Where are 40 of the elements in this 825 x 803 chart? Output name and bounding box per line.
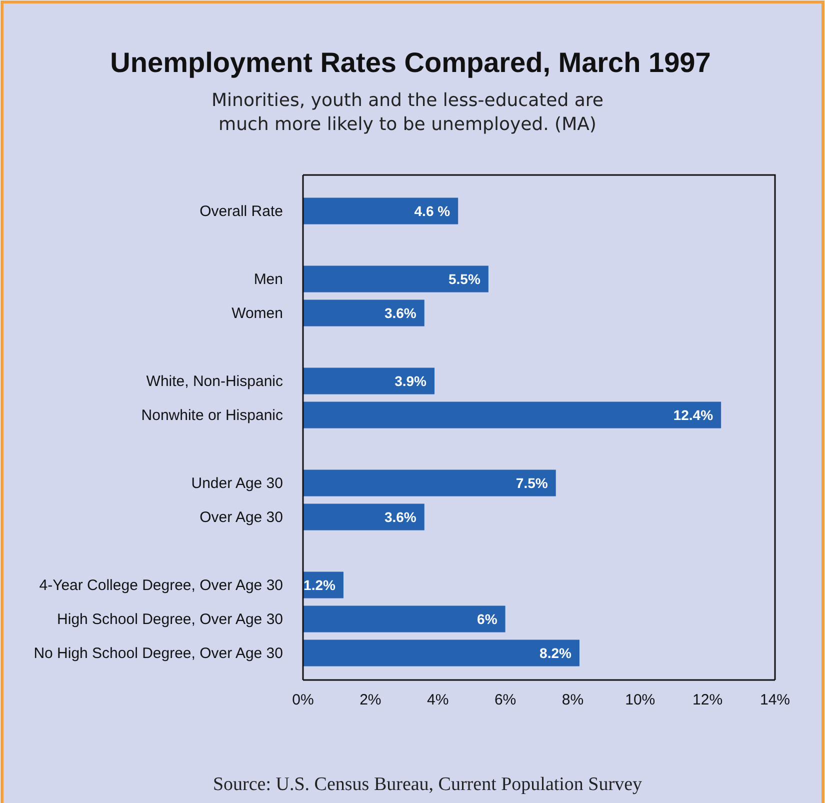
data-label: 5.5% [448, 271, 481, 287]
bar [303, 504, 424, 530]
data-label: 7.5% [516, 475, 548, 491]
bar [303, 266, 488, 292]
data-label: 3.9% [394, 373, 428, 389]
y-tick-label: Overall Rate [200, 202, 283, 220]
y-tick-label: Women [232, 304, 283, 322]
x-tick-label: 2% [360, 692, 382, 709]
data-label: 6% [477, 611, 498, 627]
y-tick-label: High School Degree, Over Age 30 [57, 610, 283, 628]
bar [303, 640, 580, 666]
x-tick-label: 12% [692, 692, 723, 709]
y-tick-label: Under Age 30 [191, 474, 283, 492]
y-tick-label: White, Non-Hispanic [146, 372, 284, 390]
data-label: 8.2% [540, 645, 572, 661]
data-label: 3.6% [384, 509, 417, 525]
bar [303, 606, 506, 632]
data-label: 1.2% [304, 577, 336, 593]
y-tick-label: 4-Year College Degree, Over Age 30 [39, 576, 283, 594]
data-label: 12.4% [673, 407, 714, 423]
data-label: 4.6 % [414, 203, 451, 219]
bar [303, 402, 722, 428]
bar [303, 300, 424, 326]
y-tick-label: No High School Degree, Over Age 30 [34, 644, 283, 662]
chart-title: Unemployment Rates Compared, March 1997 [110, 47, 711, 78]
bar [303, 198, 458, 224]
x-tick-label: 10% [625, 692, 656, 709]
y-tick-label: Men [254, 270, 283, 288]
bar [303, 470, 556, 496]
y-tick-label: Nonwhite or Hispanic [141, 406, 284, 424]
x-tick-label: 6% [494, 692, 516, 709]
source-note: Source: U.S. Census Bureau, Current Population Survey [212, 774, 643, 795]
chart-subtitle: Minorities, youth and the less-educated are much more likely to be unemployed. (MA) [212, 90, 604, 135]
y-tick-label: Over Age 30 [200, 508, 283, 526]
x-tick-label: 0% [292, 692, 314, 709]
x-tick-label: 4% [427, 692, 449, 709]
x-tick-label: 8% [562, 692, 584, 709]
x-tick-label: 14% [760, 692, 790, 709]
data-label: 3.6% [384, 305, 417, 321]
bar [303, 368, 434, 394]
